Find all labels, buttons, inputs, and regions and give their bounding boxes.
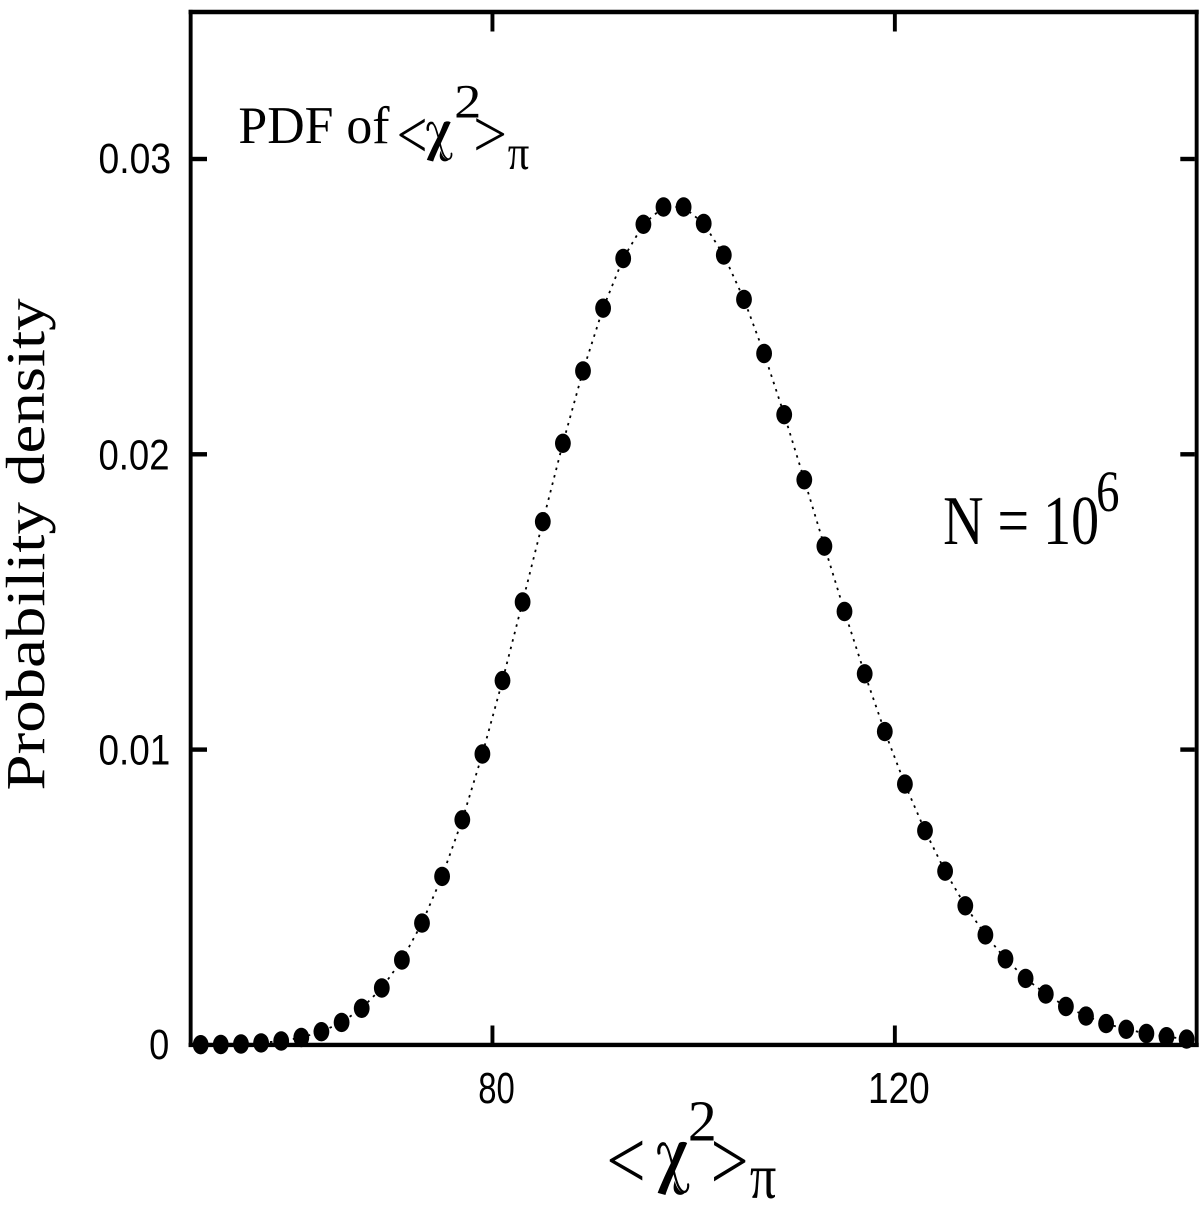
svg-text:<: < [397, 98, 428, 173]
svg-text:PDF of: PDF of [238, 96, 390, 155]
svg-text:0.02: 0.02 [99, 432, 170, 479]
svg-text:120: 120 [868, 1064, 930, 1112]
svg-text:π: π [508, 125, 530, 179]
svg-text:0: 0 [149, 1021, 169, 1069]
svg-text:>: > [711, 1115, 749, 1206]
svg-text:Probability density: Probability density [0, 298, 57, 790]
svg-text:N = 10: N = 10 [943, 482, 1099, 559]
svg-text:0.01: 0.01 [99, 727, 171, 774]
svg-text:2: 2 [688, 1088, 717, 1153]
svg-text:2: 2 [454, 75, 481, 128]
svg-text:6: 6 [1096, 460, 1119, 524]
svg-text:<: < [606, 1115, 645, 1206]
svg-text:80: 80 [478, 1065, 515, 1113]
svg-text:0.03: 0.03 [99, 135, 172, 183]
svg-text:π: π [750, 1141, 776, 1206]
svg-text:>: > [473, 98, 507, 172]
